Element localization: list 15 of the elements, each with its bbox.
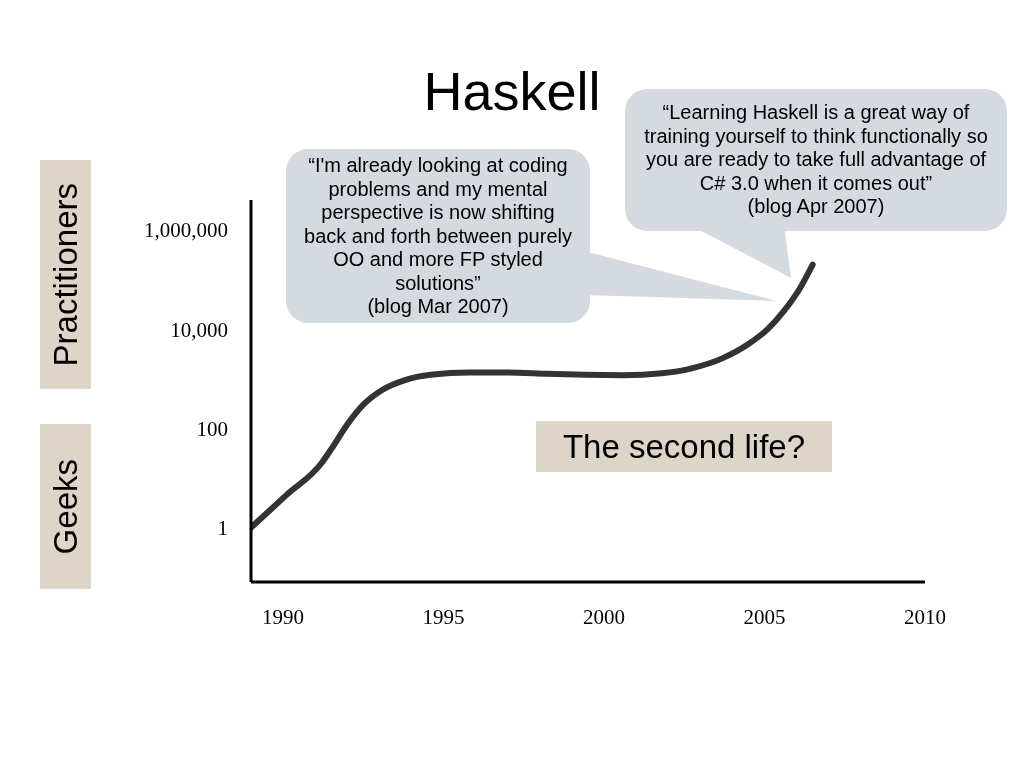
annotation: “I'm already looking at coding problems and my mental perspective is now shifting back and forth between purely OO and more FP styled solutions” (blog Mar 2007) <box>303 154 573 319</box>
y-tick-label: 1 <box>217 516 228 541</box>
y-tick-label: 100 <box>196 416 228 441</box>
x-tick-label: 1990 <box>262 604 305 629</box>
annotation: “Learning Haskell is a great way of training yourself to think functionally so you are ready to take full advantage of C# 3.0 when it comes out” (blog Apr 2007) <box>643 101 989 219</box>
chart-title: Haskell <box>423 61 601 121</box>
text: Practitioners <box>47 182 84 367</box>
y-tick-label: 1,000,000 <box>144 218 228 243</box>
text: Geeks <box>47 458 84 555</box>
x-tick-label: 1995 <box>422 604 465 629</box>
x-tick-label: 2000 <box>583 604 626 629</box>
x-tick-label: 2005 <box>743 604 786 629</box>
y-tick-label: 10,000 <box>170 317 228 342</box>
x-tick-label: 2010 <box>904 604 946 629</box>
annotation: The second life? <box>562 428 806 465</box>
